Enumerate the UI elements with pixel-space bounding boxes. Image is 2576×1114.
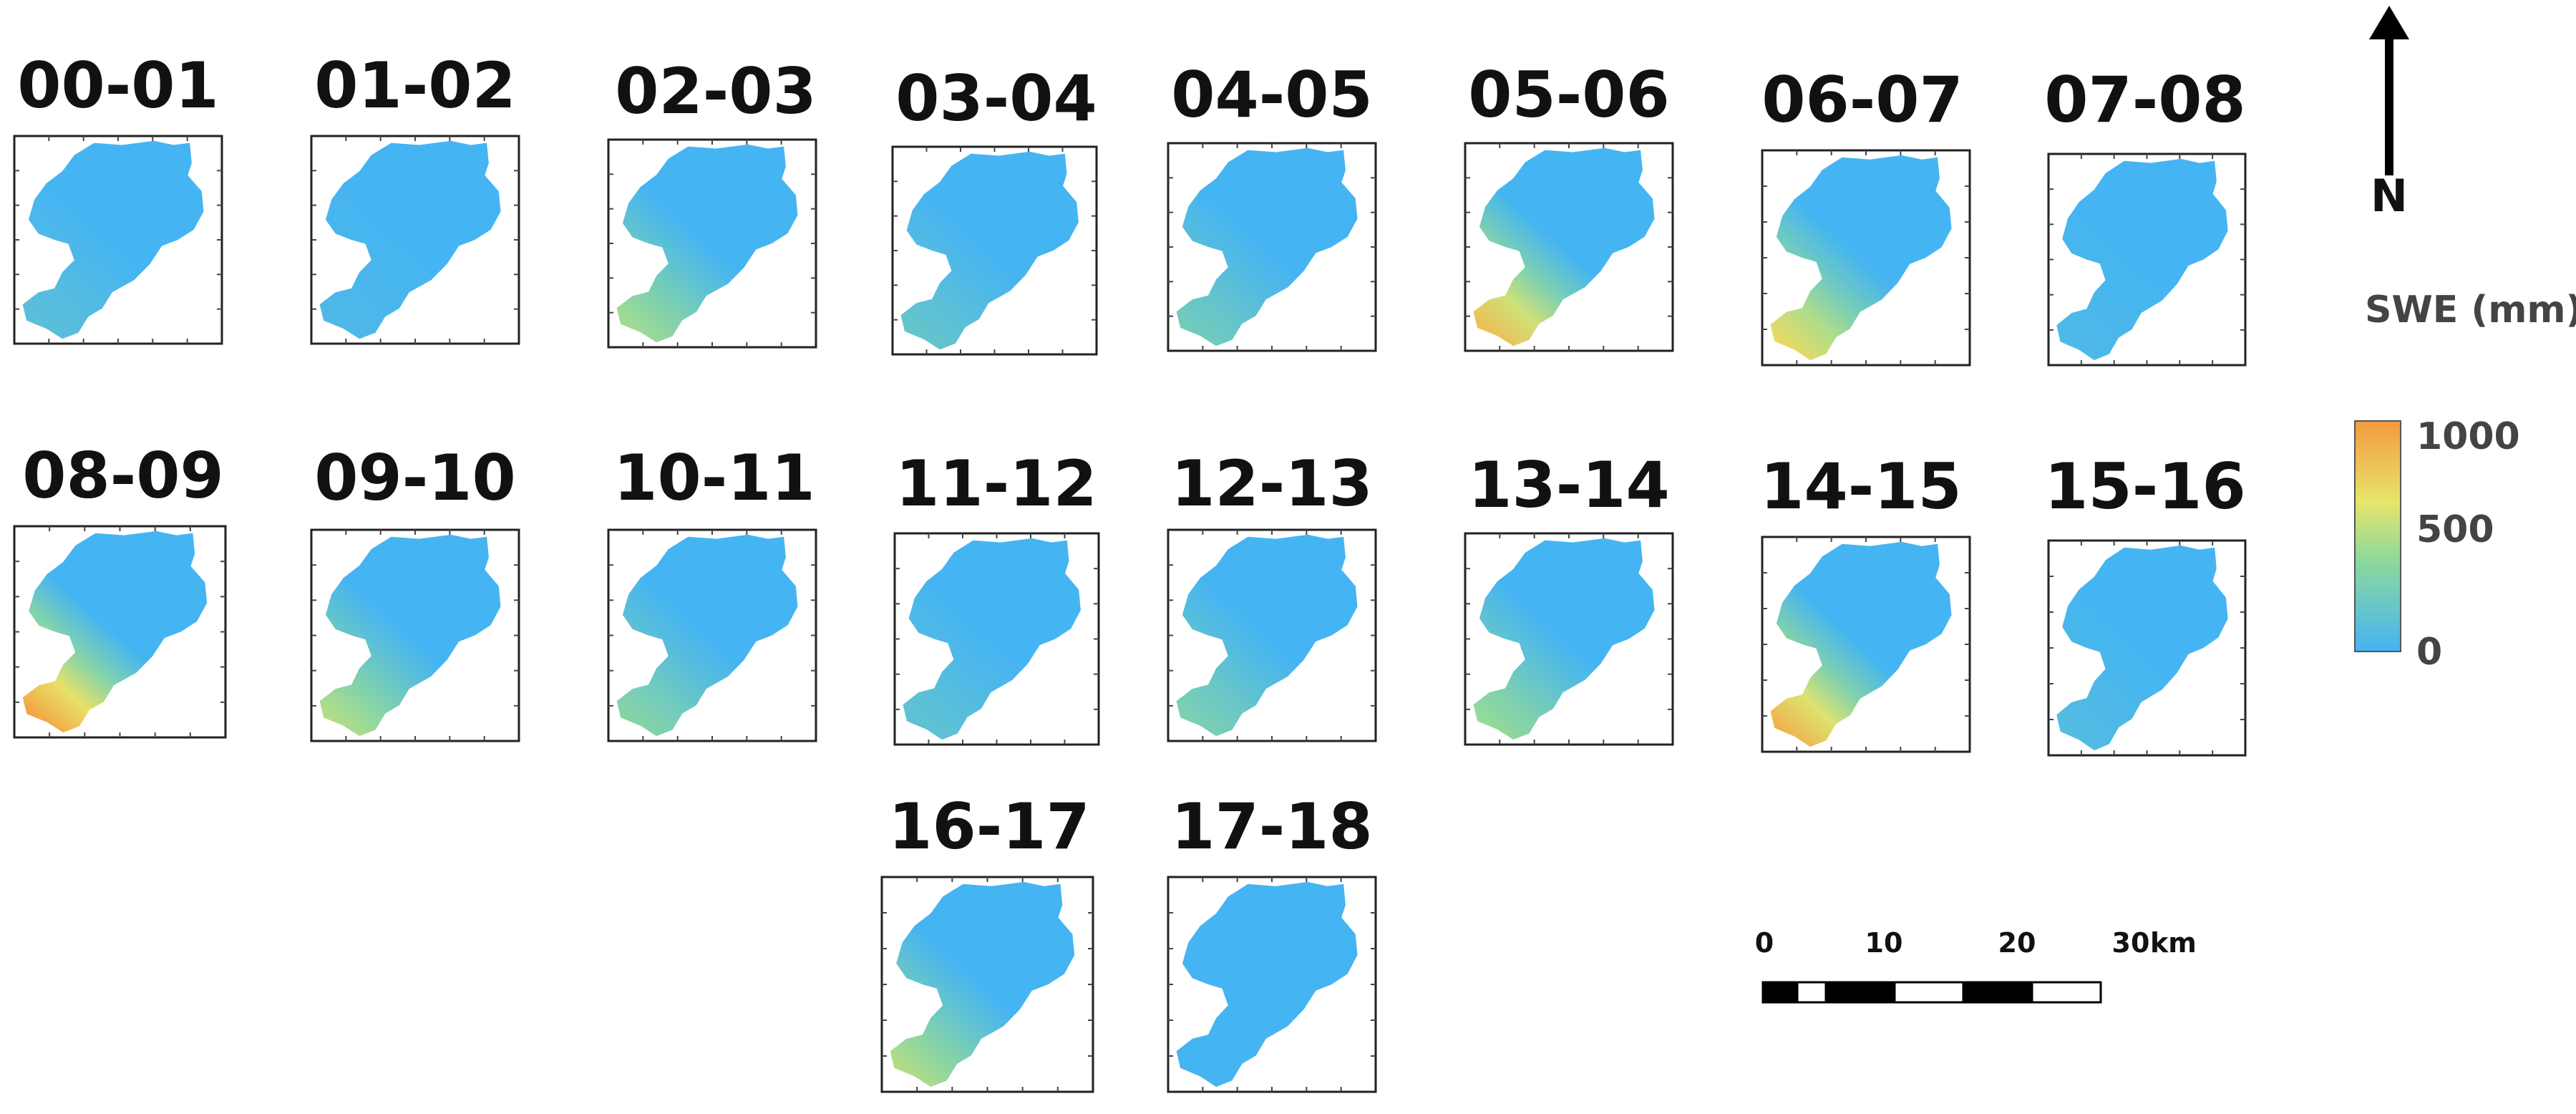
scale-tick-20: 20 [1998, 927, 2036, 959]
year-panel-12-13: 12-13 [1167, 447, 1377, 742]
year-panel-17-18: 17-18 [1167, 790, 1377, 1093]
year-panel-05-06: 05-06 [1464, 58, 1674, 352]
watershed-swe-map [2056, 545, 2228, 751]
watershed-swe-map [1176, 147, 1358, 347]
scale-unit: km [2150, 927, 2197, 959]
watershed-swe-map [22, 531, 208, 733]
year-panel-03-04: 03-04 [891, 62, 1098, 356]
watershed-swe-map [890, 881, 1075, 1088]
watershed-swe-map [22, 140, 204, 339]
year-label: 01-02 [314, 49, 515, 122]
legend-colorbar [2354, 420, 2401, 652]
north-label: N [2371, 170, 2408, 222]
year-panel-01-02: 01-02 [310, 49, 520, 345]
legend-title: SWE (mm) [2365, 289, 2576, 331]
year-label: 09-10 [314, 441, 515, 515]
scale-bar: 0 10 20 30 km [1755, 927, 2197, 1004]
watershed-swe-map [1770, 541, 1952, 747]
year-panel-08-09: 08-09 [13, 439, 227, 739]
watershed-swe-map [900, 151, 1079, 350]
year-panel-02-03: 02-03 [607, 54, 817, 349]
year-label: 04-05 [1171, 58, 1372, 132]
watershed-swe-map [1770, 155, 1952, 361]
watershed-swe-map [319, 534, 501, 737]
year-label: 12-13 [1171, 447, 1372, 520]
year-panel-00-01: 00-01 [13, 49, 223, 345]
year-panel-13-14: 13-14 [1464, 448, 1674, 746]
watershed-swe-map [1473, 147, 1655, 347]
year-panel-07-08: 07-08 [2044, 63, 2247, 367]
year-panel-11-12: 11-12 [893, 447, 1100, 746]
legend-max-label: 1000 [2416, 415, 2520, 458]
year-label: 16-17 [888, 790, 1089, 863]
year-panels: 00-01 01-02 02-03 03-04 04-05 05-06 06-07 07-08… [13, 49, 2247, 1093]
year-label: 00-01 [17, 49, 218, 122]
year-label: 13-14 [1468, 448, 1669, 522]
watershed-swe-map [1473, 538, 1655, 740]
watershed-swe-map [903, 538, 1081, 740]
year-label: 07-08 [2044, 63, 2245, 137]
year-panel-15-16: 15-16 [2044, 450, 2247, 757]
scale-tick-10: 10 [1865, 927, 1903, 959]
north-arrow-head-icon [2369, 6, 2409, 39]
year-panel-09-10: 09-10 [310, 441, 520, 742]
year-label: 10-11 [613, 441, 815, 515]
year-panel-16-17: 16-17 [880, 790, 1094, 1093]
year-panel-14-15: 14-15 [1760, 450, 1971, 753]
year-label: 08-09 [22, 439, 223, 513]
scale-tick-30: 30 [2112, 927, 2150, 959]
year-panel-04-05: 04-05 [1167, 58, 1377, 352]
year-label: 02-03 [615, 54, 816, 128]
year-label: 17-18 [1171, 790, 1372, 863]
year-label: 05-06 [1468, 58, 1669, 132]
watershed-swe-map [616, 534, 798, 737]
watershed-swe-map [319, 140, 501, 339]
scale-bar-segments [1761, 981, 2102, 1004]
legend-min-label: 0 [2416, 631, 2442, 674]
year-panel-06-07: 06-07 [1761, 63, 1971, 367]
year-label: 06-07 [1761, 63, 1963, 137]
watershed-swe-map [616, 144, 798, 343]
year-label: 14-15 [1760, 450, 1961, 523]
watershed-swe-map [1176, 534, 1358, 737]
north-arrow: N [2369, 6, 2409, 222]
year-label: 03-04 [895, 62, 1097, 135]
legend-mid-label: 500 [2416, 508, 2494, 551]
scale-tick-0: 0 [1755, 927, 1774, 959]
year-label: 15-16 [2044, 450, 2245, 523]
watershed-swe-map [2056, 158, 2228, 361]
watershed-swe-map [1176, 881, 1358, 1088]
year-label: 11-12 [895, 447, 1097, 520]
year-panel-10-11: 10-11 [607, 441, 817, 742]
swe-legend: SWE (mm) 1000 500 0 [2354, 289, 2576, 674]
